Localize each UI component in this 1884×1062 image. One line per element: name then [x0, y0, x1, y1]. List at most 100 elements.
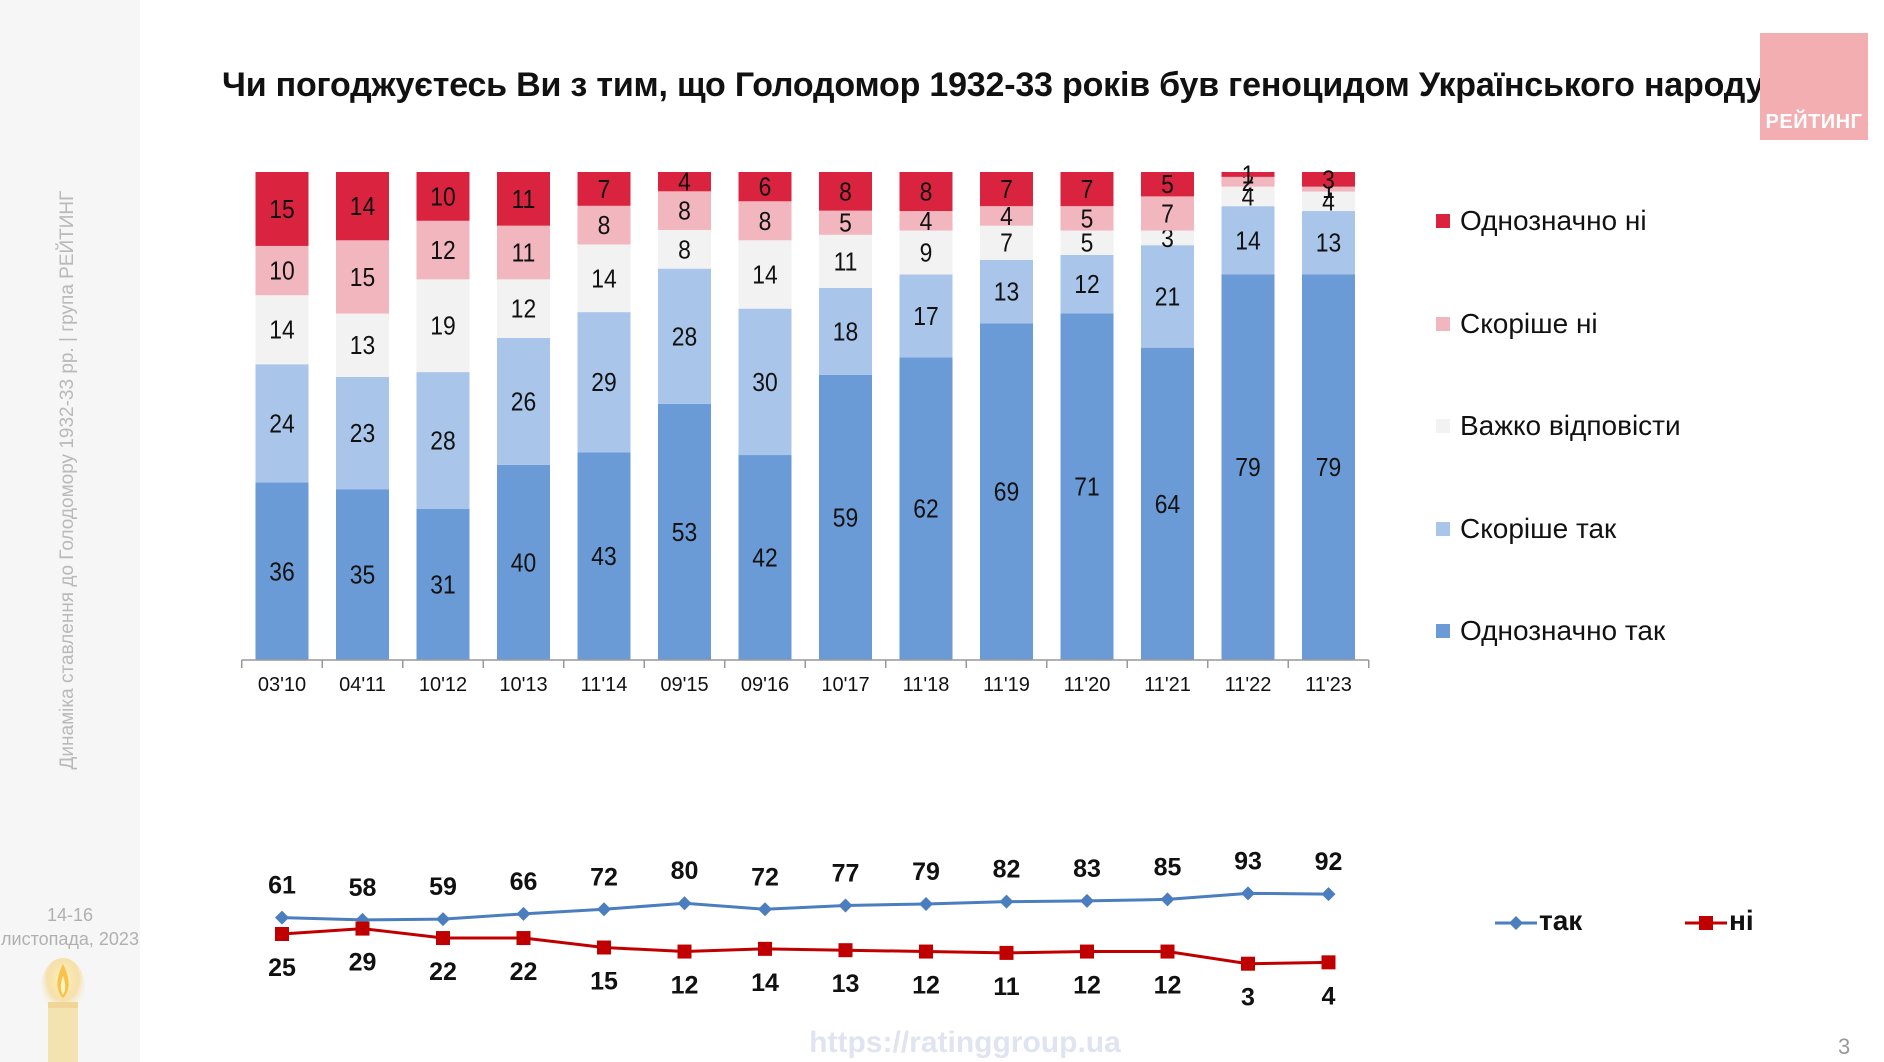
bar-value-label: 4	[1000, 203, 1013, 232]
line-value-label-no: 12	[912, 972, 940, 1000]
bar-segment-strong-no	[577, 172, 631, 206]
bar-segment-rather-yes	[738, 308, 792, 456]
line-point-yes	[758, 902, 772, 917]
bar-segment-strong-no	[819, 172, 872, 211]
line-value-label-yes: 59	[429, 873, 457, 901]
bar-value-label: 14	[591, 265, 616, 294]
line-legend-label-no: ні	[1729, 905, 1754, 936]
x-tick-label: 09'15	[660, 674, 708, 696]
bar-value-label: 14	[269, 316, 294, 345]
bar-value-label: 71	[1074, 473, 1099, 502]
bar-value-label: 59	[833, 504, 858, 533]
bar-value-label: 7	[1000, 176, 1013, 205]
bar-segment-hard-to-say	[1141, 230, 1194, 246]
line-value-label-yes: 58	[349, 874, 377, 902]
bar-value-label: 11	[512, 239, 536, 268]
x-tick-label: 11'18	[903, 674, 950, 696]
bar-value-label: 15	[269, 196, 294, 225]
footer-url: https://ratinggroup.ua	[809, 1026, 1121, 1059]
bar-value-label: 1	[1242, 161, 1255, 190]
logo: РЕЙТИНГ	[1760, 33, 1868, 140]
bar-value-label: 28	[430, 427, 455, 456]
bar-segment-rather-no	[416, 220, 470, 280]
x-tick-label: 11'14	[581, 674, 628, 696]
line-point-yes	[1080, 893, 1094, 908]
bar-segment-rather-no	[255, 245, 309, 296]
bar-value-label: 28	[672, 323, 697, 352]
bar-segment-rather-yes	[1060, 254, 1114, 314]
bar-value-label: 13	[350, 332, 375, 361]
bar-segment-rather-yes	[1141, 245, 1194, 348]
bar-segment-rather-no	[1221, 176, 1275, 187]
bar-value-label: 26	[511, 388, 536, 417]
bar-value-label: 69	[994, 478, 1019, 507]
bar-segment-strong-yes	[819, 374, 872, 660]
stacked-bar-chart: 362414101503'10352313151404'113128191210…	[241, 161, 1370, 696]
x-tick-label: 04'11	[339, 674, 386, 696]
line-value-label-yes: 72	[751, 863, 779, 891]
legend-label-strong-yes: Однозначно так	[1460, 615, 1666, 646]
bar-value-label: 19	[430, 312, 455, 341]
bar-value-label: 21	[1155, 283, 1180, 312]
bar-segment-rather-no	[1060, 206, 1114, 231]
bar-segment-strong-no	[1302, 172, 1355, 187]
bar-segment-rather-yes	[1221, 206, 1275, 275]
survey-date: 14-16 листопада, 2023	[0, 903, 140, 951]
bar-value-label: 40	[511, 549, 536, 578]
bar-segment-rather-yes	[1302, 211, 1355, 275]
line-chart-legend: так ні	[1495, 905, 1795, 945]
line-value-label-no: 14	[751, 969, 779, 997]
bar-segment-hard-to-say	[577, 244, 631, 313]
bar-segment-strong-yes	[577, 452, 631, 660]
legend-label-rather-yes: Скоріше так	[1460, 512, 1617, 544]
bar-segment-strong-yes	[899, 357, 953, 660]
bar-value-label: 3	[1161, 225, 1174, 254]
bar-segment-strong-yes	[497, 464, 550, 660]
bar-segment-rather-yes	[577, 312, 631, 453]
bar-value-label: 5	[1081, 205, 1094, 234]
bar-segment-hard-to-say	[980, 225, 1033, 260]
bar-value-label: 14	[1235, 227, 1260, 256]
bar-value-label: 4	[920, 208, 933, 237]
line-value-label-no: 15	[590, 968, 618, 996]
survey-date-month: листопада, 2023	[1, 929, 139, 949]
bar-segment-hard-to-say	[658, 229, 711, 269]
line-point-yes	[919, 896, 933, 911]
bar-value-label: 35	[350, 561, 375, 590]
bar-segment-strong-yes	[336, 489, 389, 660]
bar-segment-rather-yes	[658, 268, 711, 404]
bar-segment-rather-yes	[336, 376, 389, 490]
line-point-no	[1080, 944, 1094, 959]
bar-segment-strong-yes	[1141, 347, 1194, 660]
line-value-label-yes: 77	[832, 859, 860, 887]
line-point-yes	[1160, 892, 1175, 907]
line-value-label-yes: 83	[1073, 855, 1101, 883]
bar-value-label: 12	[1074, 271, 1099, 300]
bar-segment-strong-yes	[1060, 313, 1114, 660]
bar-value-label: 8	[759, 208, 772, 237]
bar-segment-strong-no	[899, 172, 953, 212]
bar-segment-hard-to-say	[255, 295, 309, 365]
legend-label-hard-to-say: Важко відповісти	[1460, 410, 1681, 441]
bar-segment-rather-no	[819, 210, 872, 235]
bar-value-label: 5	[1161, 171, 1174, 200]
line-point-no	[355, 921, 370, 936]
line-point-no	[516, 931, 531, 946]
bar-segment-hard-to-say	[899, 230, 953, 275]
bar-segment-rather-yes	[899, 274, 953, 358]
line-value-label-no: 11	[993, 973, 1020, 1001]
line-series-no	[281, 927, 1329, 966]
line-point-no	[1321, 955, 1336, 970]
line-value-label-yes: 82	[993, 856, 1021, 884]
bar-value-label: 79	[1235, 454, 1260, 483]
line-value-label-yes: 66	[510, 868, 538, 896]
square-marker-icon	[1685, 916, 1727, 930]
line-value-label-yes: 61	[268, 872, 296, 900]
bar-value-label: 24	[269, 410, 294, 439]
legend-swatch-hard-to-say	[1436, 419, 1450, 433]
bar-segment-hard-to-say	[1302, 191, 1355, 212]
bar-segment-rather-no	[336, 240, 389, 314]
bar-segment-strong-yes	[416, 508, 470, 660]
line-value-label-no: 12	[1154, 972, 1182, 1000]
line-point-no	[758, 941, 772, 956]
